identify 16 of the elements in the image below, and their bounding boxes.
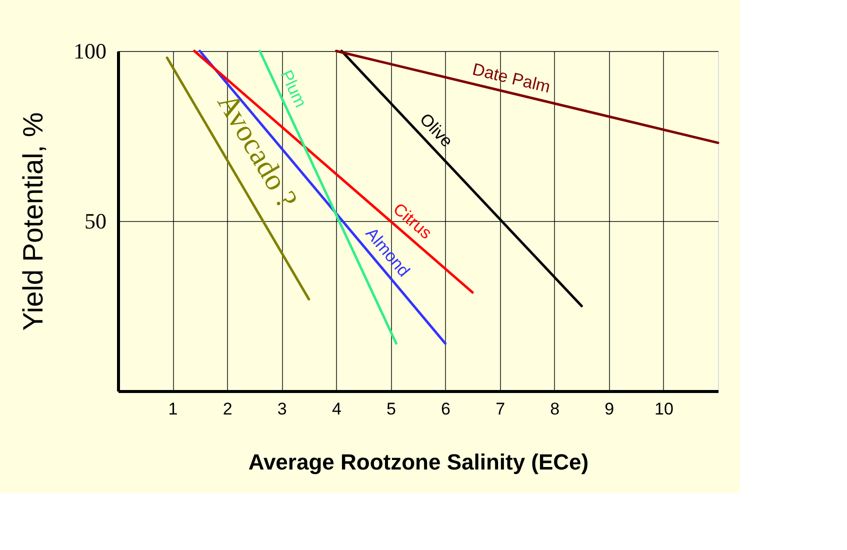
y-axis-title: Yield Potential, % bbox=[18, 112, 48, 331]
x-tick-label: 7 bbox=[496, 400, 506, 418]
x-tick-label: 8 bbox=[550, 400, 560, 418]
y-tick-label: 100 bbox=[74, 38, 106, 64]
text: Date Palm bbox=[470, 60, 552, 97]
y-tick-label: 50 bbox=[84, 208, 106, 234]
x-tick-label: 10 bbox=[654, 400, 674, 418]
x-axis-title: Average Rootzone Salinity (ECe) bbox=[248, 450, 589, 474]
x-tick-label: 4 bbox=[332, 400, 342, 418]
text: Plum bbox=[276, 67, 310, 110]
x-tick-label: 5 bbox=[386, 400, 396, 418]
x-tick-label: 1 bbox=[168, 400, 178, 418]
x-tick-label: 9 bbox=[604, 400, 614, 418]
x-tick-label: 6 bbox=[441, 400, 451, 418]
x-tick-label: 3 bbox=[277, 400, 287, 418]
x-tick-label: 2 bbox=[222, 400, 232, 418]
